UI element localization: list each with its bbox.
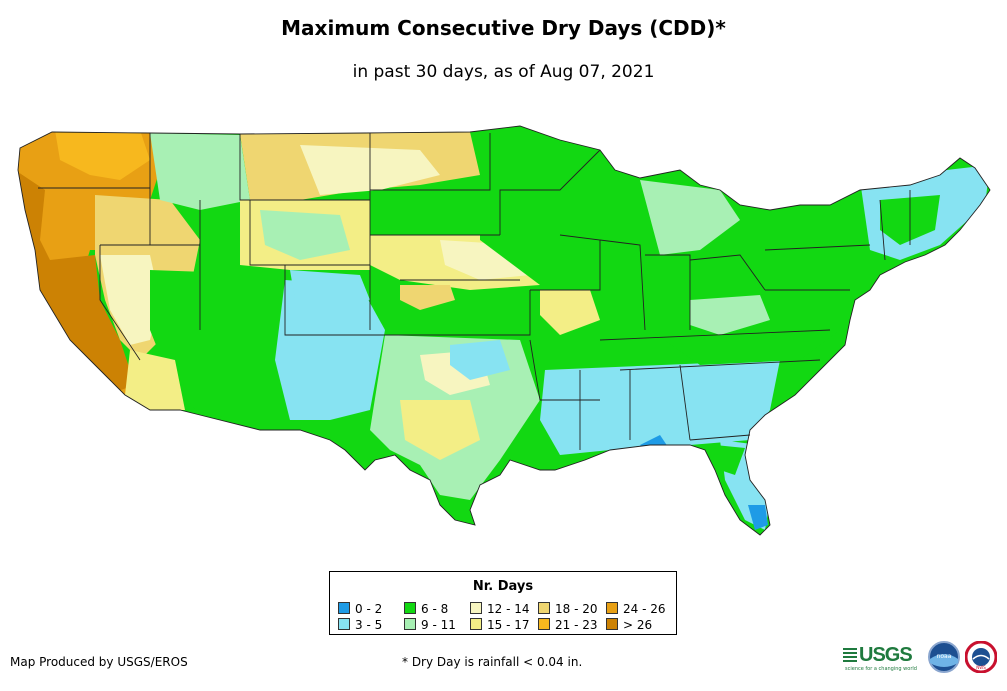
legend-item-21-23: 21 - 23 — [538, 618, 598, 632]
map-title: Maximum Consecutive Dry Days (CDD)* — [281, 16, 726, 40]
legend-swatch — [538, 602, 550, 614]
legend-item-0-2: 0 - 2 — [338, 602, 382, 616]
arizona-yellow-region — [125, 350, 185, 410]
legend-label: 24 - 26 — [623, 602, 666, 616]
legend-swatch — [470, 602, 482, 614]
map-credit: Map Produced by USGS/EROS — [10, 655, 188, 669]
state-boundaries — [17, 125, 991, 536]
southern-blue-patch — [450, 340, 510, 380]
legend-item-3-5: 3 - 5 — [338, 618, 382, 632]
usgs-logo: USGS — [843, 644, 913, 667]
legend-item-15-17: 15 - 17 — [470, 618, 530, 632]
legend-label: 12 - 14 — [487, 602, 530, 616]
legend-item-18-20: 18 - 20 — [538, 602, 598, 616]
legend-swatch — [338, 602, 350, 614]
legend-label: 15 - 17 — [487, 618, 530, 632]
great-lakes-region — [640, 180, 740, 255]
colorado-blue-region — [290, 270, 370, 310]
legend-label: 9 - 11 — [421, 618, 456, 632]
legend-title: Nr. Days — [472, 579, 534, 594]
texas-yellow-patch — [400, 400, 480, 460]
noaa-logo-text: noaa — [937, 653, 952, 660]
nevada-light-region — [100, 255, 160, 345]
legend-swatch — [338, 618, 350, 630]
nws-logo: NWS — [965, 641, 997, 673]
southeast-blue-region — [540, 360, 780, 455]
new-mexico-blue-region — [275, 280, 385, 420]
legend-swatch — [606, 602, 618, 614]
usgs-logo-text: USGS — [859, 644, 913, 666]
ohio-valley-light-patch — [690, 295, 770, 335]
legend-label: 18 - 20 — [555, 602, 598, 616]
california-dry-region — [18, 170, 135, 392]
legend-box: Nr. Days 0 - 2 3 - 5 6 - 8 9 - 11 12 - 1… — [329, 571, 677, 635]
usgs-tagline: science for a changing world — [845, 666, 917, 672]
legend-label: 6 - 8 — [421, 602, 449, 616]
west-coast-dry-region — [18, 130, 160, 395]
florida-green-patch — [715, 445, 745, 475]
legend-label: 21 - 23 — [555, 618, 598, 632]
legend-item-24-26: 24 - 26 — [606, 602, 666, 616]
southwest-green-region — [150, 270, 300, 420]
agency-logos: USGS science for a changing world noaa N… — [843, 638, 1003, 678]
legend-label: 0 - 2 — [355, 602, 383, 616]
kansas-orange-patch — [400, 285, 455, 310]
legend-swatch — [470, 618, 482, 630]
legend-item-12-14: 12 - 14 — [470, 602, 530, 616]
ozarks-yellow-patch — [540, 290, 600, 335]
northwest-orange-patch — [55, 130, 150, 180]
legend-swatch — [538, 618, 550, 630]
noaa-logo: noaa — [928, 641, 960, 673]
legend-swatch — [606, 618, 618, 630]
legend-item-6-8: 6 - 8 — [404, 602, 448, 616]
dry-day-footnote: * Dry Day is rainfall < 0.04 in. — [402, 655, 583, 669]
legend-swatch — [404, 602, 416, 614]
legend-label: 3 - 5 — [355, 618, 383, 632]
map-subtitle: in past 30 days, as of Aug 07, 2021 — [352, 62, 655, 82]
legend-item-9-11: 9 - 11 — [404, 618, 456, 632]
legend-swatch — [404, 618, 416, 630]
midwest-green-region — [480, 175, 660, 290]
idaho-montana-region — [150, 133, 250, 210]
legend-item-over-26: > 26 — [606, 618, 652, 632]
south-florida-blue-patch — [748, 505, 768, 530]
wyoming-green-patch — [260, 210, 350, 260]
nws-logo-text: NWS — [976, 665, 986, 670]
legend-label: > 26 — [623, 618, 653, 632]
